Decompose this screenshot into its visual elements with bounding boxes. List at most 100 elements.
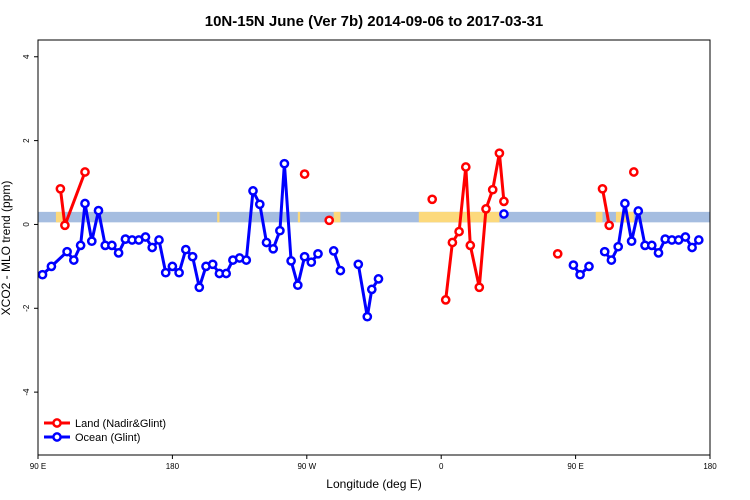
data-point [499,196,509,207]
series-line [601,188,611,226]
chart-title: 10N-15N June (Ver 7b) 2014-09-06 to 2017… [205,13,544,30]
data-point [279,158,290,169]
data-point [221,268,232,279]
axes: 90 E 180 90 W 0 90 E 180 -4 -2 0 2 4 [22,54,717,471]
data-point [465,240,476,251]
data-point [373,274,384,284]
series-layer [37,148,704,322]
data-point [268,243,279,254]
series-ocean [37,158,704,322]
legend-swatch-point [52,418,62,428]
legend-item: Ocean (Glint) [44,432,140,444]
data-point [75,240,86,251]
data-point [187,251,198,262]
legend: Land (Nadir&Glint) Ocean (Glint) [44,418,166,444]
data-point [207,259,218,270]
data-point [487,184,498,195]
data-point [366,284,377,295]
data-point [328,246,339,256]
data-point [286,256,296,266]
data-point [454,226,464,237]
data-point [680,232,691,242]
legend-label: Ocean (Glint) [75,432,140,444]
series-line [444,151,506,301]
data-point [80,167,90,177]
data-point [353,259,364,270]
data-point [575,269,585,280]
data-point [107,240,117,251]
data-point [494,148,505,159]
data-point [427,194,438,205]
data-point [113,248,124,258]
data-point [275,225,285,236]
data-point [440,295,451,305]
x-axis-label: Longitude (deg E) [326,477,421,491]
x-tick-label: 0 [439,462,444,471]
data-point [626,236,637,247]
legend-item: Land (Nadir&Glint) [44,418,166,430]
plot-frame [37,39,711,456]
data-point [481,204,491,214]
data-point [313,248,323,259]
data-point [174,267,184,278]
data-point [80,198,90,209]
data-point [628,167,639,177]
data-point [299,169,310,179]
x-tick-label: 180 [703,462,717,471]
data-point [160,267,171,278]
legend-swatch-point [52,432,62,442]
data-point [194,282,205,293]
data-point [474,282,485,293]
data-point [653,248,664,258]
data-point [620,198,630,209]
y-tick-label: -4 [22,388,31,396]
data-point [261,237,272,248]
data-point [180,244,191,255]
x-tick-label: 90 E [567,462,583,471]
data-point [613,241,624,252]
data-point [306,257,317,268]
y-axis-label: XCO2 - MLO trend (ppm) [0,181,13,316]
data-point [568,260,579,270]
y-tick-label: 2 [22,138,31,143]
data-point [604,220,615,231]
data-point [584,261,594,272]
data-point [299,251,310,262]
data-point [499,209,509,219]
x-tick-label: 90 E [30,462,46,471]
data-point [292,280,303,291]
data-point [687,242,697,253]
x-tick-label: 90 W [297,462,316,471]
data-point [154,235,164,245]
data-point [241,255,252,265]
land-band-segment [297,211,301,223]
data-point [599,246,610,257]
data-point [362,311,373,322]
data-point [597,183,608,194]
series-line [356,264,380,319]
data-point [167,261,178,272]
y-tick-label: -2 [22,304,31,312]
data-point [147,242,158,253]
data-point [693,235,704,245]
data-point [552,248,563,259]
data-point [86,236,97,247]
data-point [60,220,70,231]
land-band-segment [595,211,603,223]
legend-label: Land (Nadir&Glint) [75,418,166,430]
data-point [140,232,151,242]
y-tick-label: 4 [22,54,31,59]
data-point [62,246,72,257]
y-tick-label: 0 [22,222,31,227]
data-point [46,261,57,272]
data-point [646,240,657,251]
land-band-segment [55,211,65,223]
data-point [37,269,48,280]
data-point [447,237,458,248]
ocean-band [38,211,710,223]
data-point [254,199,265,210]
data-point [460,162,471,172]
series-land [55,148,639,305]
